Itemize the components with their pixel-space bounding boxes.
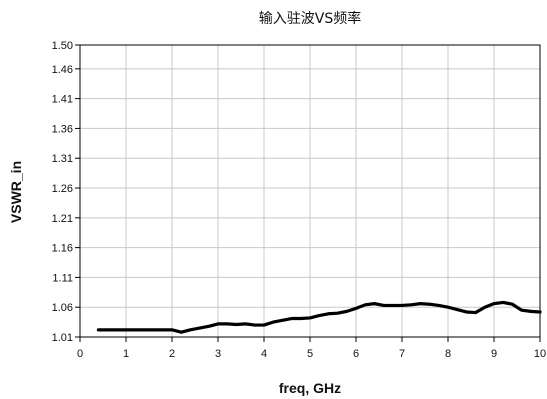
y-tick-label: 1.41: [52, 94, 73, 106]
axis-ticks: [75, 44, 541, 342]
x-tick-label: 6: [353, 348, 359, 360]
x-tick-label: 10: [534, 348, 546, 360]
x-tick-label: 1: [123, 348, 129, 360]
x-tick-label: 7: [399, 348, 405, 360]
y-tick-label: 1.06: [52, 302, 73, 314]
plot-frame: [79, 44, 541, 338]
series-layer: [96, 300, 542, 334]
y-tick-label: 1.31: [52, 153, 73, 165]
tick-labels: 0 1 2 3 4 5 6 7 8 9 10 1.01 1.06 1.11 1.16 1.21 1.26 1.31…: [52, 40, 547, 360]
x-tick-label: 0: [77, 348, 83, 360]
x-tick-label: 8: [445, 348, 451, 360]
y-tick-label: 1.21: [52, 213, 73, 225]
series-line: [96, 300, 542, 334]
x-tick-label: 9: [491, 348, 497, 360]
chart-title: 输入驻波VS频率: [259, 10, 361, 27]
x-axis-label: freq, GHz: [279, 380, 341, 396]
y-tick-label: 1.26: [52, 183, 73, 195]
x-tick-label: 4: [261, 348, 267, 360]
y-tick-label: 1.36: [52, 123, 73, 135]
x-tick-label: 5: [307, 348, 313, 360]
y-tick-label: 1.16: [52, 243, 73, 255]
x-tick-label: 2: [169, 348, 175, 360]
y-tick-label: 1.46: [52, 64, 73, 76]
y-axis-label: VSWR_in: [8, 161, 24, 223]
y-tick-label: 1.01: [52, 332, 73, 344]
y-tick-label: 1.50: [52, 40, 73, 52]
x-tick-label: 3: [215, 348, 221, 360]
grid-lines: [79, 44, 541, 338]
y-tick-label: 1.11: [52, 272, 73, 284]
